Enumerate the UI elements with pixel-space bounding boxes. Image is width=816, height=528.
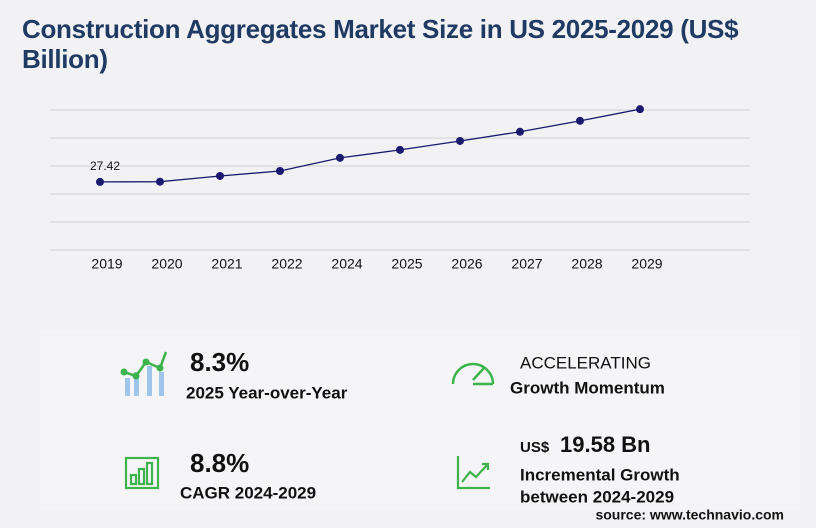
point xyxy=(216,171,224,180)
point xyxy=(396,145,404,154)
stat-value: 8.8% xyxy=(190,448,249,478)
point xyxy=(336,153,344,162)
stat-unit: US$ xyxy=(520,439,550,456)
point xyxy=(96,177,104,186)
line xyxy=(99,108,641,183)
x-tick-label: 2026 xyxy=(451,256,482,272)
stat-value: 8.3% xyxy=(190,347,249,377)
point xyxy=(156,177,164,186)
point xyxy=(636,105,644,114)
stat-label: Growth Momentum xyxy=(510,378,665,397)
stat-value: 19.58 Bn xyxy=(560,432,651,457)
point xyxy=(516,127,524,136)
x-tick-label: 2020 xyxy=(151,256,182,272)
stat-value: ACCELERATING xyxy=(520,353,651,372)
x-tick-label: 2022 xyxy=(271,256,302,272)
x-tick-label: 2029 xyxy=(631,256,662,272)
stat-label: 2025 Year-over-Year xyxy=(186,383,348,402)
stat-label: Incremental Growth xyxy=(520,465,680,484)
icon-gauge xyxy=(451,362,495,386)
icon-yoy xyxy=(120,351,168,396)
x-tick-label: 2025 xyxy=(391,256,422,272)
stat-label: between 2024-2029 xyxy=(520,487,674,506)
icon-cagr xyxy=(124,456,160,490)
grid xyxy=(50,109,750,251)
x-tick-label: 2019 xyxy=(91,256,122,272)
chart-title: Construction Aggregates Market Size in U… xyxy=(22,14,739,74)
x-tick-label: 2028 xyxy=(571,256,602,272)
x-tick-label: 2027 xyxy=(511,256,542,272)
x-tick-label: 2021 xyxy=(211,256,242,272)
point xyxy=(276,167,284,176)
source: source: www.technavio.com xyxy=(595,507,784,523)
icon-increment xyxy=(456,456,490,490)
data-label: 27.42 xyxy=(90,159,120,173)
point xyxy=(576,116,584,125)
stat-label: CAGR 2024-2029 xyxy=(180,483,316,502)
point xyxy=(456,136,464,145)
stats-panel xyxy=(40,330,800,510)
x-tick-label: 2024 xyxy=(331,256,362,272)
